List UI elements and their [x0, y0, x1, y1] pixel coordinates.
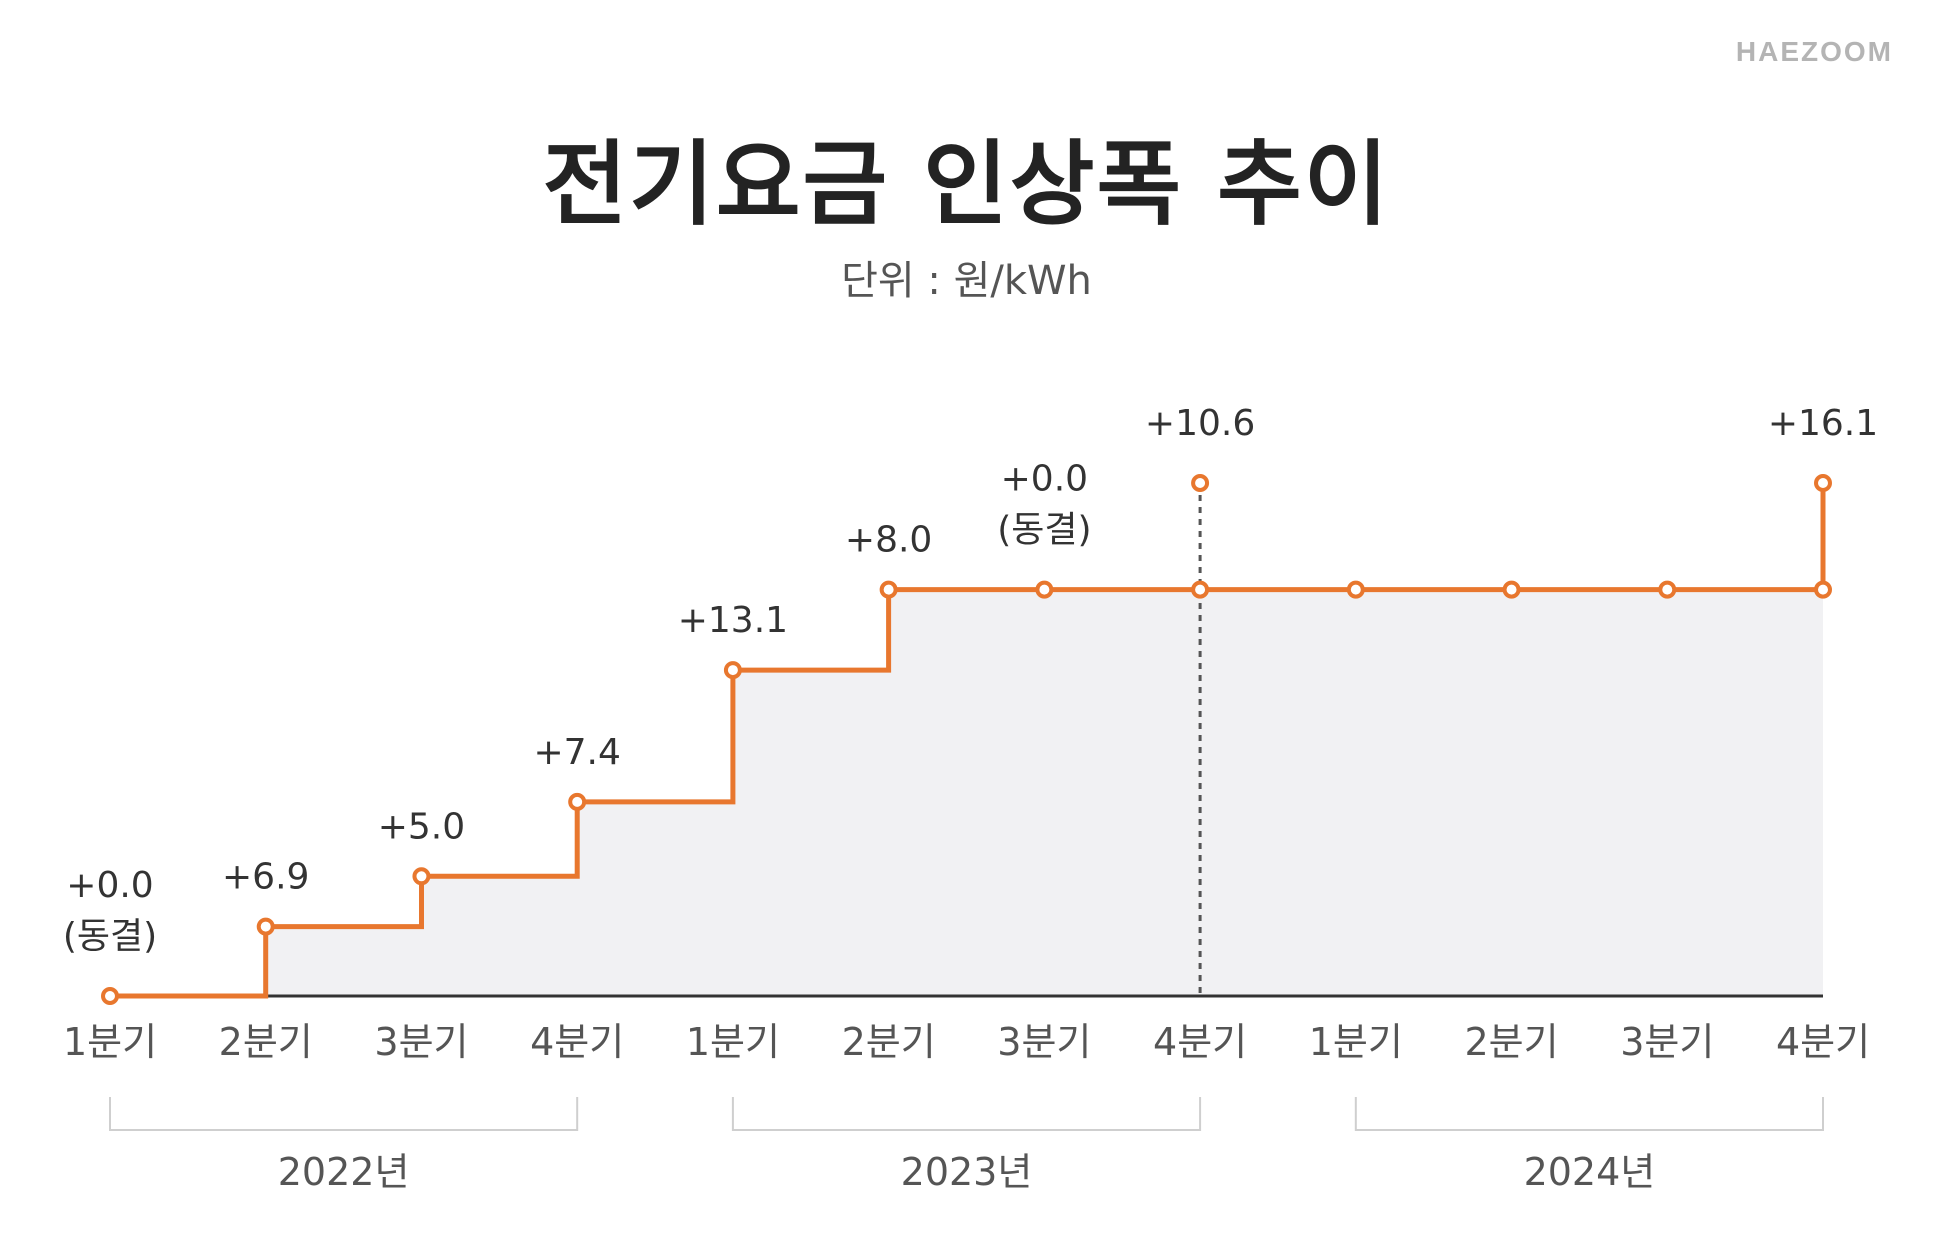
area-fill	[110, 589, 1823, 996]
spike-label: +16.1	[1768, 403, 1878, 444]
data-label: +0.0	[1001, 459, 1088, 500]
x-tick-label: 3분기	[374, 1020, 468, 1064]
data-point	[568, 792, 587, 811]
data-point	[101, 987, 119, 1005]
x-tick-label: 1분기	[63, 1020, 157, 1064]
x-tick-label: 1분기	[686, 1020, 780, 1064]
data-label-layer: +0.0 (동결) +6.9 +5.0 +7.4 +13.1 +8.0 +0.0 (동결) +10…	[63, 403, 1878, 957]
x-tick-label: 2분기	[1464, 1020, 1558, 1064]
x-tick-label: 1분기	[1309, 1020, 1403, 1064]
data-label: +5.0	[378, 806, 465, 847]
chart-title: 전기요금 인상폭 추이	[542, 131, 1391, 238]
data-point	[723, 661, 742, 680]
data-point	[1035, 580, 1054, 599]
x-tick-label: 4분기	[1153, 1020, 1247, 1064]
year-label: 2024년	[1524, 1150, 1656, 1194]
data-label: +13.1	[678, 600, 788, 641]
data-point	[1814, 580, 1832, 599]
data-label: +0.0	[66, 865, 153, 906]
data-point	[1346, 580, 1365, 599]
data-point	[879, 580, 898, 599]
chart-subtitle: 단위 : 원/kWh	[841, 258, 1092, 304]
year-bracket	[109, 1097, 579, 1131]
spike-point	[1814, 474, 1832, 492]
point-layer	[101, 474, 1832, 1005]
data-point	[1191, 580, 1210, 599]
data-point	[1502, 580, 1521, 599]
data-point	[256, 917, 275, 936]
data-label: +6.9	[222, 857, 309, 898]
x-tick-label: 3분기	[1620, 1020, 1714, 1064]
data-point	[412, 867, 431, 886]
x-tick-label: 4분기	[530, 1020, 624, 1064]
spike-label: +10.6	[1145, 403, 1255, 444]
year-label: 2023년	[901, 1150, 1033, 1194]
brand-logo: HAEZOOM	[1735, 36, 1893, 67]
x-tick-label: 4분기	[1776, 1020, 1870, 1064]
x-tick-label: 2분기	[219, 1020, 313, 1064]
data-label: +8.0	[845, 520, 932, 561]
year-group-layer: 2022년 2023년 2024년	[109, 1097, 1824, 1194]
spike-point	[1191, 474, 1210, 492]
year-bracket	[731, 1097, 1202, 1131]
year-bracket	[1354, 1097, 1824, 1131]
x-tick-label: 3분기	[997, 1020, 1091, 1064]
data-point	[1658, 580, 1677, 599]
year-label: 2022년	[278, 1150, 410, 1194]
data-label-note: (동결)	[63, 916, 157, 957]
x-tick-label: 2분기	[842, 1020, 936, 1064]
area-fill-layer	[110, 589, 1823, 996]
data-label: +7.4	[533, 732, 620, 773]
tick-label-layer: 1분기 2분기 3분기 4분기 1분기 2분기 3분기 4분기 1분기 2분기 3분기 4분기	[63, 1020, 1870, 1064]
data-label-note: (동결)	[997, 510, 1091, 551]
